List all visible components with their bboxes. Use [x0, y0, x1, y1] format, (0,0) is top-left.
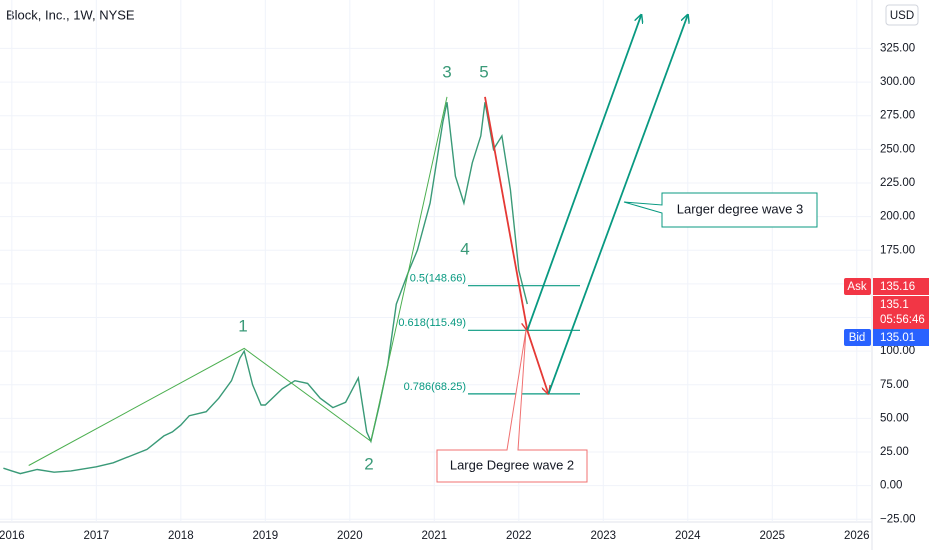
- y-tick-label: 75.00: [880, 379, 909, 391]
- wave-line: [28, 96, 448, 466]
- bid-tag: [844, 329, 871, 346]
- wave-label: 1: [238, 316, 247, 335]
- x-tick-label: 2018: [168, 530, 194, 542]
- y-tick-label: 25.00: [880, 446, 909, 458]
- y-tick-label: 225.00: [880, 177, 915, 189]
- wave-line: [526, 15, 641, 331]
- ask-price-tag: [873, 278, 929, 295]
- bid-label: Bid: [849, 332, 866, 344]
- x-tick-label: 2021: [422, 530, 448, 542]
- x-tick-label: 2023: [591, 530, 617, 542]
- x-tick-label: 2026: [844, 530, 870, 542]
- x-tick-label: 2019: [253, 530, 279, 542]
- wave-label: 2: [364, 454, 373, 473]
- y-tick-label: 300.00: [880, 76, 915, 88]
- y-tick-label: 275.00: [880, 110, 915, 122]
- x-tick-label: 2020: [337, 530, 363, 542]
- y-tick-label: −25.00: [880, 513, 916, 525]
- callout-text: Larger degree wave 3: [677, 201, 803, 216]
- y-tick-label: 175.00: [880, 244, 915, 256]
- ask-price: 135.16: [880, 281, 915, 293]
- callout-box: [436, 329, 588, 483]
- x-tick-label: 2025: [759, 530, 785, 542]
- x-tick-label: 2016: [0, 530, 25, 542]
- last-price-tag: [873, 296, 929, 329]
- currency-box: [885, 4, 919, 26]
- wave-label: 3: [442, 62, 451, 81]
- last-price: 135.1: [880, 299, 909, 311]
- callout-box: [623, 192, 818, 228]
- bid-price-tag: [873, 329, 929, 346]
- countdown: 05:56:46: [880, 314, 925, 326]
- y-tick-label: 325.00: [880, 42, 915, 54]
- y-tick-label: 250.00: [880, 143, 915, 155]
- y-tick-label: 100.00: [880, 345, 915, 357]
- callout: Large Degree wave 2: [436, 329, 588, 483]
- fib-label: 0.5(148.66): [410, 273, 466, 285]
- price-line: [3, 102, 528, 475]
- y-tick-label: 200.00: [880, 211, 915, 223]
- wave-label: 5: [479, 62, 488, 81]
- y-tick-label: 0.00: [880, 480, 902, 492]
- callout-text: Large Degree wave 2: [450, 457, 574, 472]
- fib-label: 0.786(68.25): [404, 381, 466, 393]
- x-tick-label: 2017: [84, 530, 110, 542]
- ask-tag: [844, 278, 871, 295]
- x-tick-label: 2024: [675, 530, 701, 542]
- currency: USD: [890, 10, 914, 22]
- wave-line: [547, 15, 687, 395]
- fib-label: 0.618(115.49): [398, 317, 466, 329]
- chart-title: Block, Inc., 1W, NYSE: [6, 7, 135, 22]
- x-tick-label: 2022: [506, 530, 532, 542]
- wave-label: 4: [460, 239, 469, 258]
- ask-label: Ask: [847, 281, 866, 293]
- wave-line: [484, 96, 527, 330]
- y-tick-label: 50.00: [880, 412, 909, 424]
- wave-line: [526, 330, 548, 394]
- callout: Larger degree wave 3: [623, 192, 818, 228]
- bid-price: 135.01: [880, 332, 915, 344]
